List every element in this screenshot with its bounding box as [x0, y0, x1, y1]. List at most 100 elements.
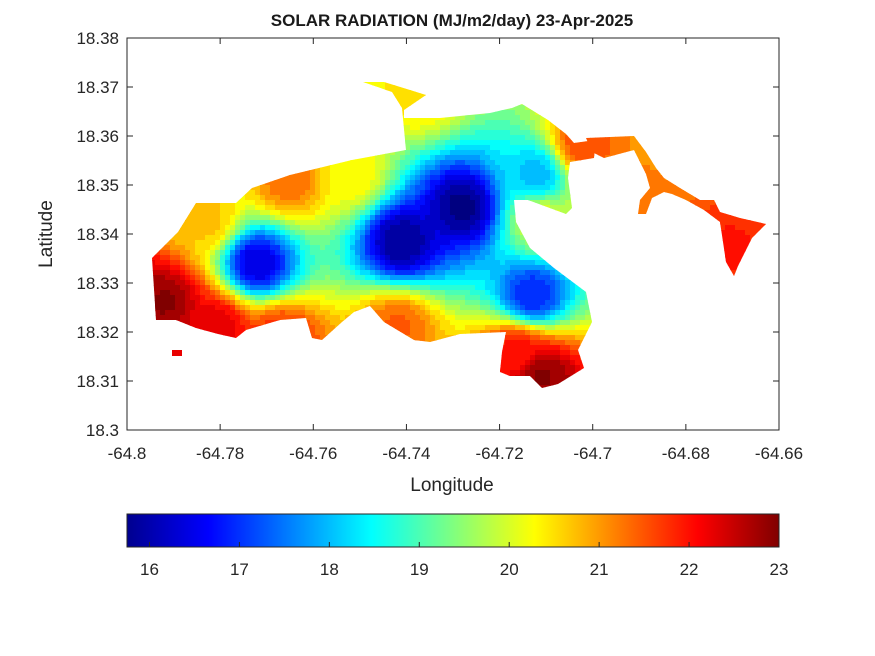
radiation-cell: [350, 210, 356, 216]
radiation-cell: [405, 160, 411, 166]
radiation-cell: [375, 230, 381, 236]
radiation-cell: [390, 235, 396, 241]
radiation-cell: [485, 160, 491, 166]
radiation-cell: [645, 170, 651, 176]
radiation-cell: [565, 135, 571, 141]
radiation-cell: [430, 240, 436, 246]
radiation-cell: [260, 265, 266, 271]
radiation-cell: [520, 195, 526, 201]
radiation-cell: [330, 215, 336, 221]
radiation-cell: [480, 265, 486, 271]
radiation-cell: [310, 195, 316, 201]
radiation-cell: [485, 235, 491, 241]
radiation-cell: [450, 135, 456, 141]
radiation-cell: [465, 120, 471, 126]
radiation-cell: [305, 205, 311, 211]
radiation-cell: [405, 95, 411, 101]
radiation-cell: [245, 250, 251, 256]
radiation-cell: [255, 255, 261, 261]
radiation-cell: [310, 205, 316, 211]
radiation-cell: [285, 265, 291, 271]
radiation-cell: [535, 125, 541, 131]
radiation-cell: [565, 140, 571, 146]
radiation-cell: [505, 180, 511, 186]
radiation-cell: [480, 165, 486, 171]
radiation-cell: [400, 245, 406, 251]
radiation-cell: [490, 185, 496, 191]
radiation-cell: [420, 145, 426, 151]
radiation-cell: [405, 195, 411, 201]
radiation-cell: [515, 155, 521, 161]
radiation-cell: [500, 215, 506, 221]
radiation-cell: [275, 245, 281, 251]
radiation-cell: [555, 180, 561, 186]
radiation-cell: [340, 240, 346, 246]
radiation-cell: [320, 230, 326, 236]
radiation-cell: [500, 250, 506, 256]
radiation-cell: [450, 190, 456, 196]
radiation-cell: [435, 240, 441, 246]
radiation-cell: [500, 180, 506, 186]
radiation-cell: [390, 210, 396, 216]
radiation-cell: [265, 190, 271, 196]
radiation-cell: [315, 235, 321, 241]
radiation-cell: [515, 195, 521, 201]
radiation-cell: [365, 210, 371, 216]
radiation-cell: [510, 240, 516, 246]
radiation-cell: [425, 210, 431, 216]
radiation-cell: [265, 205, 271, 211]
radiation-cell: [245, 205, 251, 211]
radiation-cell: [295, 255, 301, 261]
radiation-cell: [530, 260, 536, 266]
radiation-cell: [265, 195, 271, 201]
radiation-cell: [345, 160, 351, 166]
radiation-cell: [630, 145, 636, 151]
radiation-cell: [310, 245, 316, 251]
radiation-cell: [725, 235, 731, 241]
radiation-cell: [710, 205, 716, 211]
radiation-cell: [460, 250, 466, 256]
radiation-cell: [275, 255, 281, 261]
radiation-cell: [520, 265, 526, 271]
radiation-cell: [445, 120, 451, 126]
radiation-cell: [650, 185, 656, 191]
radiation-cell: [175, 230, 181, 236]
radiation-cell: [275, 200, 281, 206]
radiation-cell: [365, 195, 371, 201]
radiation-cell: [170, 265, 176, 271]
radiation-cell: [430, 150, 436, 156]
radiation-cell: [415, 195, 421, 201]
radiation-cell: [530, 155, 536, 161]
radiation-cell: [405, 200, 411, 206]
radiation-cell: [525, 250, 531, 256]
radiation-cell: [475, 225, 481, 231]
radiation-cell: [515, 140, 521, 146]
radiation-cell: [385, 265, 391, 271]
radiation-cell: [490, 110, 496, 116]
radiation-cell: [525, 115, 531, 121]
radiation-cell: [385, 225, 391, 231]
radiation-cell: [465, 200, 471, 206]
radiation-cell: [350, 230, 356, 236]
radiation-cell: [410, 205, 416, 211]
radiation-cell: [285, 190, 291, 196]
radiation-cell: [290, 220, 296, 226]
radiation-cell: [410, 175, 416, 181]
radiation-cell: [460, 150, 466, 156]
radiation-cell: [405, 260, 411, 266]
radiation-cell: [510, 265, 516, 271]
radiation-cell: [475, 230, 481, 236]
radiation-cell: [485, 265, 491, 271]
radiation-cell: [270, 210, 276, 216]
radiation-cell: [295, 200, 301, 206]
radiation-cell: [195, 250, 201, 256]
radiation-cell: [415, 240, 421, 246]
radiation-cell: [460, 155, 466, 161]
radiation-cell: [505, 185, 511, 191]
radiation-cell: [315, 190, 321, 196]
radiation-cell: [425, 140, 431, 146]
radiation-cell: [240, 215, 246, 221]
radiation-cell: [520, 145, 526, 151]
radiation-cell: [465, 250, 471, 256]
radiation-cell: [270, 195, 276, 201]
